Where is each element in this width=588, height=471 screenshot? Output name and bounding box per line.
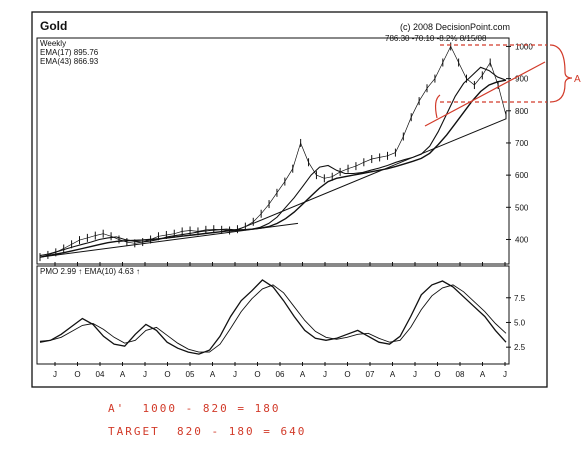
bracket-label: A — [574, 74, 581, 85]
pmo-legend: PMO 2.99 ↑ EMA(10) 4.63 ↑ — [40, 267, 140, 276]
x-tick-label: O — [344, 370, 350, 379]
legend-ema17: EMA(17) 895.76 — [40, 48, 99, 57]
y-tick-label: 600 — [515, 171, 529, 180]
trendline-long — [235, 118, 507, 231]
last-value-label: 786.30 -70.10 -8.2% 8/15/08 — [385, 34, 487, 43]
x-tick-label: A — [480, 370, 486, 379]
x-tick-label: J — [503, 370, 507, 379]
x-tick-label: O — [164, 370, 170, 379]
x-tick-label: A — [210, 370, 216, 379]
note-line-2: TARGET 820 - 180 = 640 — [108, 425, 307, 438]
x-tick-label: O — [74, 370, 80, 379]
legend-ema43: EMA(43) 866.93 — [40, 57, 99, 66]
price-panel — [36, 37, 510, 265]
outer-border — [31, 11, 548, 388]
series-layer — [39, 42, 507, 355]
x-tick-label: 05 — [186, 370, 195, 379]
ema43-line — [39, 79, 507, 258]
pmo-panel — [36, 265, 510, 365]
x-tick-label: J — [323, 370, 327, 379]
pmo-y-tick-label: 2.5 — [514, 343, 526, 352]
y-tick-label: 1000 — [515, 42, 533, 51]
chart-subtitle: Weekly — [40, 39, 66, 48]
x-tick-label: O — [254, 370, 260, 379]
y-tick-label: 500 — [515, 203, 529, 212]
x-tick-label: J — [143, 370, 147, 379]
x-tick-label: 04 — [96, 370, 105, 379]
pmo-y-tick-label: 7.5 — [514, 294, 526, 303]
price-line — [39, 45, 507, 258]
x-tick-label: O — [434, 370, 440, 379]
red-annotations — [424, 44, 573, 127]
measure-bracket — [549, 44, 573, 103]
pmo-line — [39, 279, 507, 355]
chart-source: (c) 2008 DecisionPoint.com — [400, 22, 510, 32]
pmo-y-tick-label: 5.0 — [514, 318, 526, 327]
ema10-line — [39, 284, 507, 353]
ema17-line — [39, 66, 507, 257]
x-tick-label: A — [300, 370, 306, 379]
x-tick-label: J — [413, 370, 417, 379]
x-tick-label: J — [233, 370, 237, 379]
x-tick-label: A — [120, 370, 126, 379]
x-tick-label: A — [390, 370, 396, 379]
left-shoulder-arc — [434, 94, 441, 119]
x-tick-label: 07 — [366, 370, 375, 379]
chart-title: Gold — [40, 19, 67, 33]
x-tick-label: 06 — [276, 370, 285, 379]
neckline-trendline — [424, 61, 546, 127]
y-tick-label: 700 — [515, 139, 529, 148]
trendline-early — [39, 222, 299, 258]
y-tick-label: 400 — [515, 235, 529, 244]
note-line-1: A' 1000 - 820 = 180 — [108, 402, 281, 415]
axis-layer: 400 500 600 700 800 900 1000 2.5 5.0 7.5 J O 04 A J O 05… — [53, 42, 533, 379]
x-tick-label: J — [53, 370, 57, 379]
y-tick-label: 800 — [515, 107, 529, 116]
x-tick-label: 08 — [456, 370, 465, 379]
y-tick-label: 900 — [515, 75, 529, 84]
